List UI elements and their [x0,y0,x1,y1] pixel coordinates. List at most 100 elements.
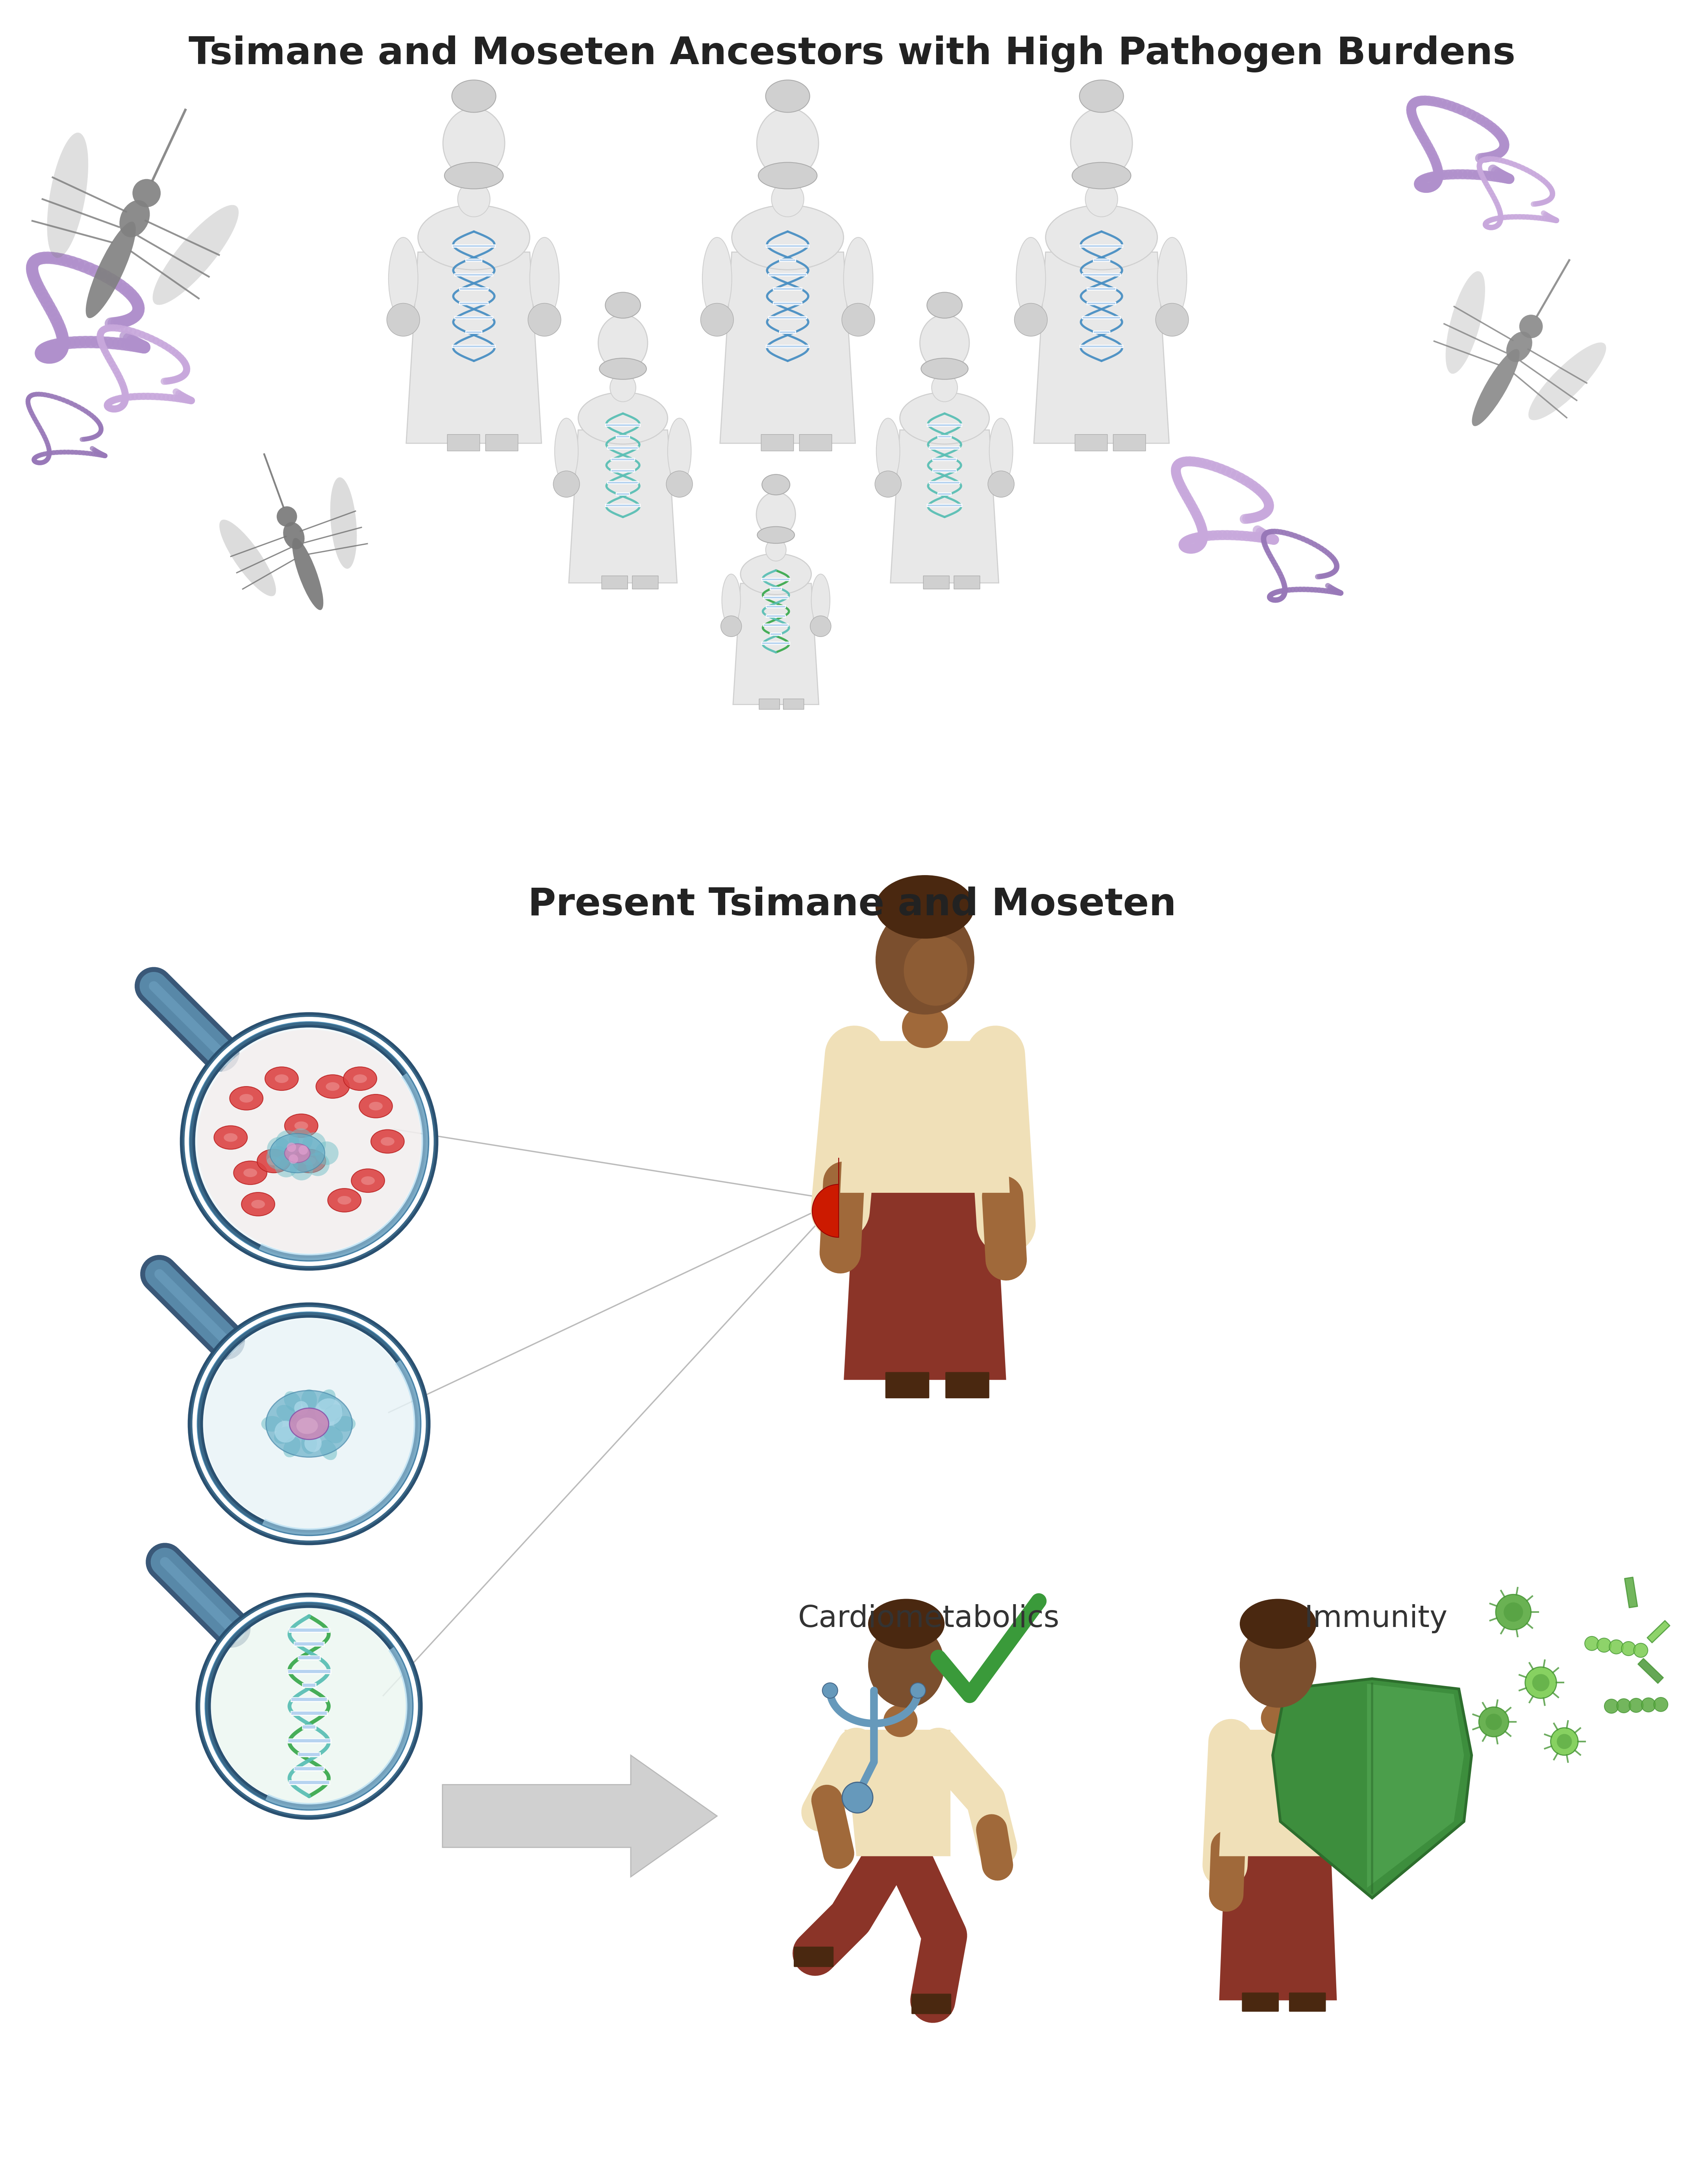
Circle shape [1655,1697,1668,1712]
Circle shape [842,304,874,336]
Ellipse shape [867,1599,944,1649]
Ellipse shape [903,935,968,1005]
Ellipse shape [331,478,356,568]
FancyBboxPatch shape [758,699,780,710]
Text: Cardiometabolics: Cardiometabolics [797,1605,1060,1634]
Circle shape [274,1420,296,1444]
FancyBboxPatch shape [762,435,794,450]
Polygon shape [1218,1730,1334,1856]
Ellipse shape [757,526,794,544]
Circle shape [1486,1714,1501,1730]
Ellipse shape [1506,332,1532,363]
Ellipse shape [605,293,641,319]
Text: Present Tsimane and Moseten: Present Tsimane and Moseten [528,887,1176,924]
Ellipse shape [1472,349,1520,426]
Ellipse shape [119,201,150,238]
Circle shape [187,1020,431,1262]
Ellipse shape [757,491,796,537]
Polygon shape [721,251,855,443]
Ellipse shape [811,574,830,627]
Circle shape [1629,1699,1643,1712]
Polygon shape [1367,1684,1464,1887]
Ellipse shape [223,1133,237,1142]
Ellipse shape [876,876,975,939]
Ellipse shape [266,1068,298,1090]
Ellipse shape [244,1168,257,1177]
Ellipse shape [843,238,872,319]
Ellipse shape [610,373,636,402]
Ellipse shape [302,1433,317,1455]
Ellipse shape [901,1005,947,1048]
Ellipse shape [920,314,970,371]
FancyBboxPatch shape [1242,1992,1278,2011]
Ellipse shape [320,1439,337,1461]
Ellipse shape [765,539,786,561]
Ellipse shape [261,1415,283,1433]
Ellipse shape [370,1101,383,1109]
Circle shape [295,1402,308,1415]
FancyBboxPatch shape [784,699,804,710]
Ellipse shape [327,1188,361,1212]
Ellipse shape [458,181,491,216]
Ellipse shape [1070,107,1133,179]
Ellipse shape [927,293,963,319]
Polygon shape [1218,1850,1338,2001]
Ellipse shape [322,1404,343,1422]
Ellipse shape [380,1138,394,1147]
Ellipse shape [990,417,1012,485]
Ellipse shape [1046,205,1157,271]
Ellipse shape [530,238,559,319]
Polygon shape [1034,251,1169,443]
Ellipse shape [274,1426,295,1444]
Polygon shape [840,1042,1010,1192]
Ellipse shape [276,1404,296,1422]
Ellipse shape [883,1706,917,1736]
Ellipse shape [876,904,975,1016]
Circle shape [133,179,160,207]
Circle shape [1634,1642,1648,1658]
Ellipse shape [285,1144,310,1162]
Ellipse shape [269,1133,325,1173]
Circle shape [274,1153,298,1177]
Circle shape [1641,1697,1656,1712]
Circle shape [823,1684,838,1699]
Ellipse shape [274,1075,288,1083]
Ellipse shape [922,358,968,380]
Ellipse shape [220,520,276,596]
Ellipse shape [1157,238,1186,319]
Circle shape [315,1398,343,1426]
Ellipse shape [757,107,818,179]
Circle shape [1503,1603,1523,1623]
FancyBboxPatch shape [946,1372,990,1398]
Ellipse shape [389,238,417,319]
FancyBboxPatch shape [1648,1621,1670,1642]
Circle shape [1532,1673,1549,1690]
Ellipse shape [598,314,648,371]
Polygon shape [813,1158,838,1238]
Text: Immunity: Immunity [1304,1605,1448,1634]
Ellipse shape [443,107,504,179]
Circle shape [315,1142,339,1164]
Circle shape [1479,1708,1508,1736]
FancyBboxPatch shape [924,577,949,590]
Circle shape [307,1153,329,1177]
Ellipse shape [371,1129,404,1153]
Ellipse shape [325,1083,339,1090]
Circle shape [1551,1728,1578,1756]
Circle shape [1585,1636,1598,1651]
Ellipse shape [668,417,692,485]
Circle shape [196,1310,423,1538]
Ellipse shape [702,238,731,319]
Ellipse shape [578,393,668,443]
Circle shape [528,304,561,336]
Circle shape [266,1147,290,1168]
Circle shape [268,1138,291,1160]
Ellipse shape [758,162,818,188]
Circle shape [874,472,901,498]
Ellipse shape [556,417,578,485]
Ellipse shape [1241,1599,1315,1649]
Ellipse shape [762,474,791,496]
FancyBboxPatch shape [1075,435,1108,450]
Ellipse shape [900,393,990,443]
Circle shape [1557,1734,1571,1749]
